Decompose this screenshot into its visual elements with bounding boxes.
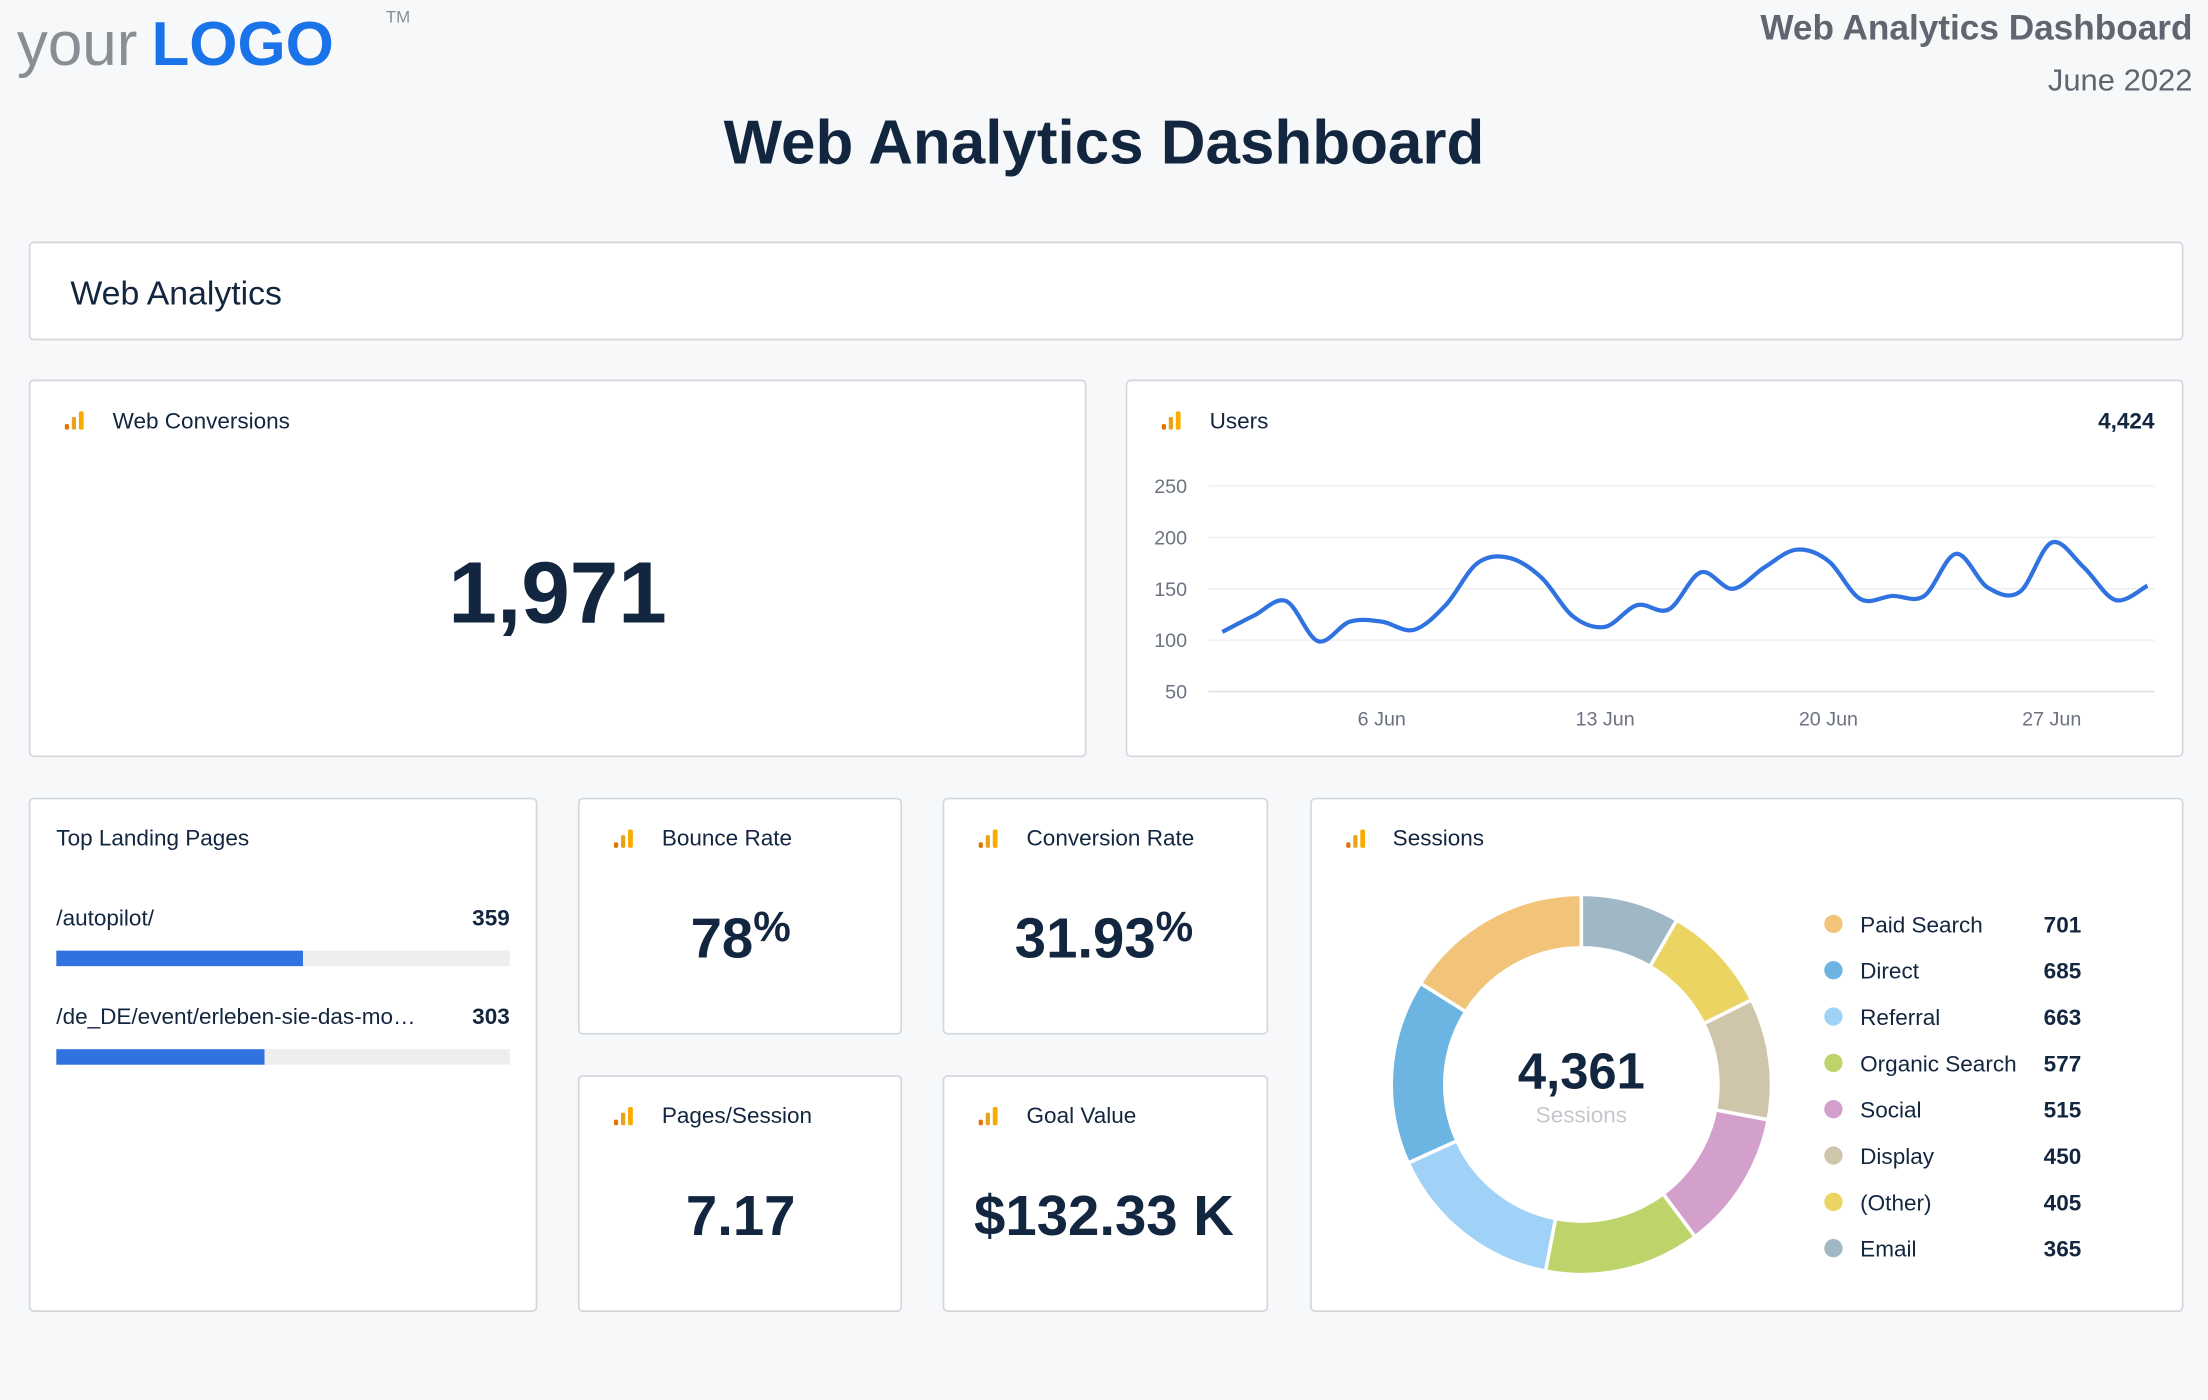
y-tick-label: 250 — [1154, 476, 1187, 498]
legend-dot — [1824, 1007, 1843, 1026]
legend-dot — [1824, 1100, 1843, 1119]
kpi-value-group: 31.93% — [1015, 903, 1193, 970]
pie-total: 4,361 — [1518, 1043, 1645, 1100]
section-box — [28, 241, 2184, 341]
pie-slice — [1579, 892, 1680, 969]
kpi-label: Web Conversions — [113, 409, 290, 434]
legend-label: Paid Search — [1860, 912, 1983, 937]
header-date: June 2022 — [2048, 62, 2193, 97]
y-tick-label: 150 — [1154, 579, 1187, 601]
kpi-label: Conversion Rate — [1027, 825, 1195, 850]
legend-dot — [1824, 1239, 1843, 1258]
chart-total: 4,424 — [2098, 409, 2155, 434]
card — [577, 797, 903, 1035]
legend-value: 685 — [2044, 959, 2082, 984]
kpi-unit: % — [753, 903, 791, 950]
legend-dot — [1824, 1192, 1843, 1212]
card — [942, 1075, 1269, 1312]
legend-label: Referral — [1860, 1005, 1940, 1030]
kpi-value: 7.17 — [686, 1184, 796, 1247]
card — [577, 1075, 903, 1312]
page-title: Web Analytics Dashboard — [724, 108, 1485, 177]
line — [1221, 539, 2149, 644]
legend-value: 450 — [2044, 1144, 2082, 1169]
chart-title: Top Landing Pages — [56, 825, 249, 850]
legend-label: Direct — [1860, 959, 1920, 984]
legend-dot — [1824, 961, 1843, 980]
pie-center-label: Sessions — [1536, 1102, 1627, 1127]
x-tick-label: 27 Jun — [2022, 708, 2081, 730]
kpi-label: Bounce Rate — [662, 825, 792, 850]
legend-dot — [1824, 914, 1843, 934]
logo-tm: TM — [386, 8, 410, 27]
legend-value: 577 — [2044, 1051, 2082, 1076]
legend-value: 405 — [2044, 1190, 2082, 1215]
card — [942, 797, 1269, 1035]
kpi-value-group: 78% — [691, 903, 791, 970]
kpi-unit: % — [1156, 903, 1194, 950]
card — [28, 379, 1087, 758]
y-tick-label: 100 — [1154, 630, 1187, 652]
bar — [56, 1049, 265, 1065]
legend-value: 515 — [2044, 1098, 2082, 1123]
kpi-value: 31.93 — [1015, 907, 1156, 970]
legend-value: 663 — [2044, 1005, 2082, 1030]
logo: your LOGO — [17, 10, 334, 79]
logo-word: your — [17, 10, 137, 79]
bar-label: /autopilot/ — [56, 905, 154, 930]
y-tick-label: 50 — [1165, 682, 1187, 704]
bar-value: 359 — [472, 905, 510, 930]
chart-title: Users — [1210, 409, 1269, 434]
bar-label: /de_DE/event/erleben-sie-das-mo… — [56, 1004, 415, 1029]
card — [1125, 379, 2184, 758]
x-tick-label: 6 Jun — [1358, 708, 1406, 730]
x-tick-label: 13 Jun — [1576, 708, 1635, 730]
kpi-label: Goal Value — [1027, 1103, 1137, 1128]
logo-brand: LOGO — [151, 10, 333, 79]
legend-value: 701 — [2044, 912, 2082, 937]
legend-label: Email — [1860, 1237, 1916, 1262]
header-title: Web Analytics Dashboard — [1760, 9, 2192, 48]
legend-value: 365 — [2044, 1237, 2082, 1262]
legend-dot — [1824, 1146, 1843, 1165]
kpi-value: $132.33 K — [974, 1184, 1234, 1247]
legend-label: (Other) — [1860, 1190, 1931, 1215]
legend-label: Organic Search — [1860, 1051, 2016, 1076]
kpi-value: 1,971 — [448, 544, 666, 642]
bar-value: 303 — [472, 1004, 510, 1029]
legend-dot — [1824, 1053, 1843, 1073]
bar — [56, 950, 303, 967]
kpi-label: Pages/Session — [662, 1103, 812, 1128]
kpi-value: 78 — [691, 907, 754, 970]
y-tick-label: 200 — [1154, 527, 1187, 549]
legend-label: Social — [1860, 1098, 1921, 1123]
x-tick-label: 20 Jun — [1799, 708, 1858, 730]
chart-title: Sessions — [1393, 825, 1484, 850]
legend-label: Display — [1860, 1144, 1935, 1169]
section-title: Web Analytics — [70, 274, 282, 312]
